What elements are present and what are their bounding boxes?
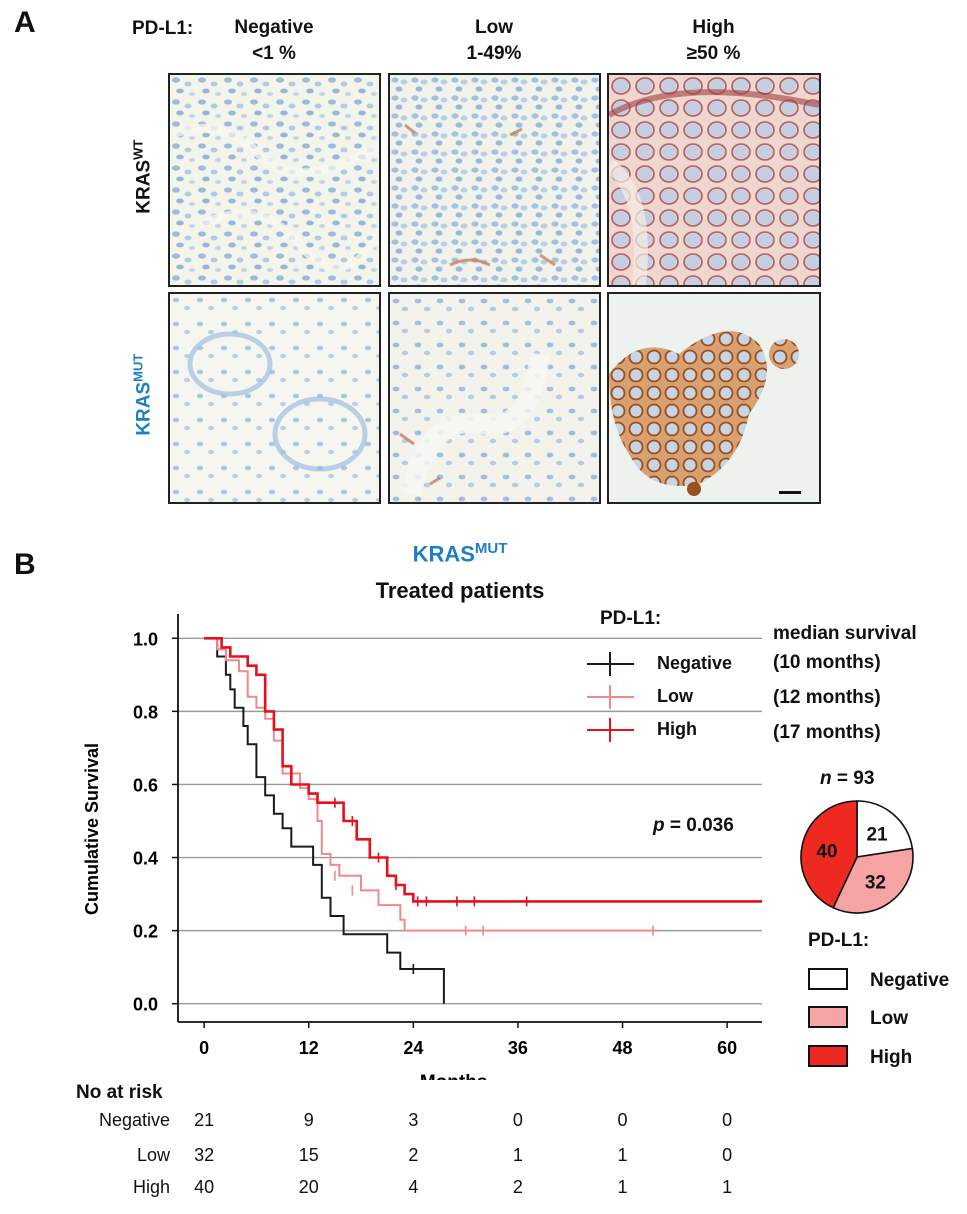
y-tick-label: 0.0 [133,995,158,1015]
pie-slice-negative [856,800,914,858]
survival-line-negative [204,637,445,1004]
risk-cell: 1 [512,1145,523,1165]
pie-legend-swatch-negative [808,968,848,990]
risk-cell: 2 [408,1145,419,1165]
row-label-kras-mut: KRASMUT [130,330,155,460]
pdl1-label: PD-L1: [132,18,194,39]
p-value: p = 0.036 [653,815,734,837]
row-label-sup: WT [130,139,146,160]
pie-legend-swatch-low [808,1006,848,1028]
col-header-name: Negative [234,17,314,38]
chart-subtitle: Treated patients [375,578,545,603]
y-tick-label: 0.4 [133,849,158,869]
pie-n: n = 93 [820,768,874,790]
risk-cell: 40 [194,1177,215,1197]
col-header-range: ≥50 % [686,43,741,64]
p-symbol: p [653,815,665,836]
median-low: (12 months) [773,687,881,708]
chart-title-base: KRAS [412,541,475,567]
risk-cell: 9 [303,1110,314,1130]
x-axis-label: Months [420,1072,488,1080]
risk-cell: 2 [512,1177,523,1197]
col-header-name: High [692,17,735,38]
risk-table-title: No at risk [76,1082,163,1103]
y-tick-label: 1.0 [133,629,158,649]
risk-row-label: Negative [98,1110,170,1130]
ihc-image-wt-low [388,73,601,287]
legend-title: PD-L1: [600,608,662,629]
y-axis-label: Cumulative Survival [82,743,102,915]
risk-cell: 20 [298,1177,319,1197]
risk-cell: 1 [617,1177,628,1197]
x-tick-label: 0 [199,1038,209,1058]
risk-cell: 1 [617,1145,628,1165]
ihc-image-wt-high [607,73,821,287]
chart-title: KRASMUT [300,540,620,567]
risk-cell: 32 [194,1145,215,1165]
pie-legend-swatch-high [808,1045,848,1067]
pie-slice-label: 32 [865,873,886,894]
risk-cell: 0 [722,1145,733,1165]
x-tick-label: 36 [508,1038,528,1058]
pie-slice-label: 40 [816,841,837,862]
p-number: = 0.036 [664,815,734,836]
pie-n-symbol: n [820,768,832,789]
x-tick-label: 60 [717,1038,737,1058]
risk-cell: 4 [408,1177,419,1197]
risk-cell: 15 [298,1145,319,1165]
row-label-sup: MUT [130,353,146,382]
row-label-kras-wt: KRASWT [130,117,155,237]
pie-slice-high [800,800,858,909]
ihc-image-mut-high [607,292,821,504]
risk-row-label: High [132,1177,170,1197]
col-header-low: Low 1-49% [388,15,600,67]
x-tick-label: 12 [299,1038,319,1058]
survival-line-high [204,637,762,903]
survival-line-low [204,637,658,932]
median-negative: (10 months) [773,652,881,673]
panel-a-letter: A [14,6,36,39]
row-label-base: KRAS [133,159,155,214]
ihc-image-mut-low [388,292,601,504]
risk-cell: 21 [194,1110,215,1130]
col-header-range: 1-49% [466,43,522,64]
risk-cell: 3 [408,1110,419,1130]
legend-label-negative: Negative [657,653,733,673]
pie-slice-label: 21 [866,825,888,846]
y-tick-label: 0.6 [133,775,158,795]
pie-legend-label-high: High [870,1047,913,1068]
median-high: (17 months) [773,722,881,743]
y-tick-label: 0.8 [133,702,158,722]
median-survival-header: median survival [773,623,917,644]
chart-title-sup: MUT [474,540,508,557]
x-tick-label: 48 [613,1038,633,1058]
col-header-high: High ≥50 % [607,15,820,67]
panel-b-letter: B [14,548,36,581]
legend-label-low: Low [657,686,693,706]
pie-legend-label-negative: Negative [870,970,950,991]
risk-row-label: Low [136,1145,170,1165]
col-header-negative: Negative <1 % [168,15,380,67]
pie-legend-title: PD-L1: [808,930,870,951]
pie-legend-label-low: Low [870,1008,908,1029]
ihc-image-wt-negative [168,73,381,287]
km-chart: 0.0 0.2 0.4 0.6 0.8 1.0 0 12 24 36 48 60 Months Cumul… [82,614,762,1080]
x-tick-label: 24 [403,1038,423,1058]
col-header-range: <1 % [252,43,296,64]
risk-cell: 0 [512,1110,523,1130]
y-tick-label: 0.2 [133,922,158,942]
risk-cell: 0 [722,1110,733,1130]
pie-n-value: = 93 [831,768,875,789]
pie-chart: 21 32 40 [800,800,914,914]
col-header-name: Low [475,17,513,38]
risk-cell: 0 [617,1110,628,1130]
row-label-base: KRAS [133,381,155,436]
risk-cell: 1 [722,1177,733,1197]
pie-slice-low [832,847,914,914]
ihc-image-mut-negative [168,292,381,504]
legend-label-high: High [657,719,697,739]
